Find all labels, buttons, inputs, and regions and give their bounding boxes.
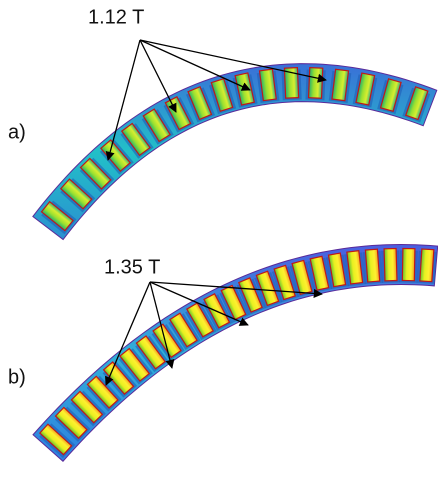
stator-yoke xyxy=(33,64,437,240)
arrow xyxy=(140,40,176,112)
tooth-body xyxy=(365,249,379,282)
tooth-body xyxy=(309,68,323,99)
figure: 1.12 T a) 1.35 T b) xyxy=(0,0,438,477)
simulation-art xyxy=(33,64,438,462)
tooth xyxy=(305,68,325,101)
tooth xyxy=(257,69,280,103)
tooth xyxy=(381,248,400,282)
tooth xyxy=(362,249,382,284)
tooth-body xyxy=(420,249,434,282)
tooth xyxy=(399,248,418,282)
tooth xyxy=(417,249,437,284)
tooth xyxy=(329,69,352,103)
arrow xyxy=(140,40,250,90)
annotation: 1.35 T xyxy=(104,256,160,278)
tooth-body xyxy=(402,248,415,280)
tooth-body xyxy=(384,249,397,281)
panel-label: a) xyxy=(8,121,26,143)
panel-label: b) xyxy=(8,366,26,388)
annotation: 1.12 T xyxy=(88,6,144,28)
tooth-body xyxy=(332,69,349,100)
